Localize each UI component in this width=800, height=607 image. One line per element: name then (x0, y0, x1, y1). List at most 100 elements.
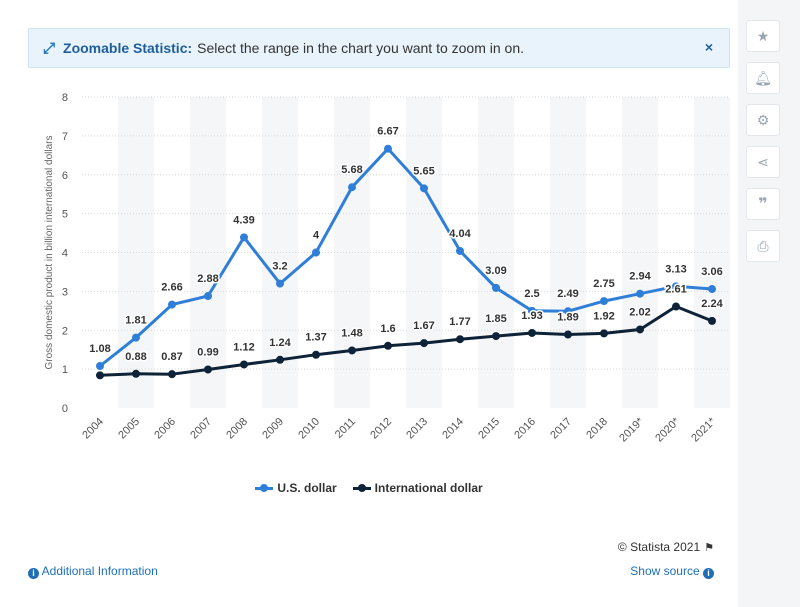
zoom-banner: ⤢ Zoomable Statistic: Select the range i… (28, 28, 730, 68)
data-point-usd[interactable] (492, 283, 500, 292)
data-label-intl: 1.24 (269, 337, 291, 349)
share-button[interactable]: ⋖ (746, 146, 780, 178)
data-point-usd[interactable] (600, 297, 608, 306)
y-tick-label: 6 (62, 170, 68, 182)
data-point-usd[interactable] (636, 289, 644, 298)
y-tick-label: 4 (62, 248, 68, 260)
data-point-usd[interactable] (456, 246, 464, 255)
y-tick-label: 8 (62, 92, 68, 104)
statista-credit[interactable]: © Statista 2021 ⚑ (618, 540, 714, 554)
data-point-intl[interactable] (348, 346, 356, 355)
x-tick-label: 2006 (152, 416, 178, 442)
y-tick-label: 0 (62, 403, 68, 415)
data-point-usd[interactable] (528, 306, 536, 315)
data-label-usd: 5.65 (413, 165, 434, 177)
x-tick-label: 2016 (512, 416, 538, 442)
data-point-usd[interactable] (348, 183, 356, 192)
data-label-intl: 1.67 (413, 320, 434, 332)
share-icon: ⋖ (757, 153, 769, 170)
data-point-intl[interactable] (96, 371, 104, 380)
y-axis-title: Gross domestic product in billion intern… (44, 135, 55, 369)
data-point-intl[interactable] (564, 330, 572, 339)
data-label-usd: 1.08 (89, 343, 110, 355)
y-tick-label: 3 (62, 286, 68, 298)
legend-label-intl: International dollar (374, 481, 483, 495)
star-icon: ★ (756, 27, 770, 44)
data-label-usd: 5.68 (341, 164, 362, 176)
x-tick-label: 2018 (584, 416, 610, 442)
show-source-link[interactable]: Show source i (630, 564, 714, 579)
x-tick-label: 2014 (440, 416, 466, 442)
data-point-usd[interactable] (96, 362, 104, 371)
favorite-button[interactable]: ★ (746, 20, 780, 52)
legend-item-intl[interactable]: International dollar (352, 481, 483, 495)
x-tick-label: 2013 (404, 416, 430, 442)
x-tick-label: 2012 (368, 416, 394, 442)
data-label-usd: 2.88 (197, 273, 218, 285)
data-label-usd: 2.49 (557, 288, 578, 300)
data-point-intl[interactable] (456, 335, 464, 344)
data-point-usd[interactable] (132, 333, 140, 342)
data-point-usd[interactable] (672, 282, 680, 291)
banner-label: Zoomable Statistic: (63, 40, 193, 56)
notification-button[interactable]: 🔔︎ (746, 62, 780, 94)
data-point-intl[interactable] (636, 325, 644, 334)
print-button[interactable]: ⎙ (746, 230, 780, 262)
data-label-usd: 4.04 (449, 228, 471, 240)
x-tick-label: 2004 (80, 416, 106, 442)
data-label-usd: 1.81 (125, 315, 146, 327)
data-label-usd: 3.2 (272, 261, 287, 273)
show-source-label: Show source (630, 564, 700, 578)
data-point-intl[interactable] (132, 369, 140, 378)
data-label-usd: 2.5 (524, 288, 539, 300)
data-point-usd[interactable] (564, 307, 572, 316)
data-label-intl: 0.88 (125, 351, 146, 363)
data-label-usd: 3.09 (485, 265, 506, 277)
data-point-intl[interactable] (312, 350, 320, 359)
cite-button[interactable]: ❞ (746, 188, 780, 220)
data-label-intl: 1.92 (593, 310, 614, 322)
data-point-intl[interactable] (168, 370, 176, 379)
x-tick-label: 2020* (653, 415, 682, 444)
data-point-intl[interactable] (672, 302, 680, 311)
line-chart[interactable]: 0 1 2 3 4 5 6 7 8 Gross domestic product in billi… (0, 80, 738, 470)
settings-button[interactable]: ⚙ (746, 104, 780, 136)
data-label-intl: 1.37 (305, 332, 326, 344)
data-point-intl[interactable] (708, 316, 716, 325)
data-label-usd: 2.66 (161, 282, 182, 294)
data-point-intl[interactable] (276, 355, 284, 364)
data-label-usd: 4 (313, 230, 320, 242)
legend-swatch-intl (352, 483, 371, 493)
data-point-usd[interactable] (384, 144, 392, 153)
x-tick-label: 2011 (333, 416, 358, 441)
legend-item-usd[interactable]: U.S. dollar (255, 481, 337, 495)
data-point-intl[interactable] (492, 332, 500, 341)
data-point-usd[interactable] (312, 248, 320, 257)
additional-info-link[interactable]: i Additional Information (28, 564, 158, 579)
series-line-usd (99, 147, 713, 368)
y-tick-label: 5 (62, 209, 68, 221)
data-point-intl[interactable] (204, 365, 212, 374)
close-icon[interactable]: × (704, 39, 713, 55)
data-label-usd: 6.67 (377, 126, 398, 138)
x-tick-label: 2008 (224, 416, 250, 442)
credit-text: © Statista 2021 (617, 540, 701, 554)
banner-text: Select the range in the chart you want t… (197, 40, 525, 56)
data-point-usd[interactable] (708, 285, 716, 294)
data-point-usd[interactable] (168, 300, 176, 309)
data-point-usd[interactable] (240, 233, 248, 242)
data-point-usd[interactable] (204, 292, 212, 301)
flag-icon[interactable]: ⚑ (704, 542, 714, 554)
data-point-usd[interactable] (420, 184, 428, 193)
data-label-intl: 1.48 (341, 327, 362, 339)
data-label-usd: 3.06 (701, 266, 722, 278)
data-label-usd: 3.13 (665, 263, 686, 275)
data-point-usd[interactable] (276, 279, 284, 288)
data-point-intl[interactable] (240, 360, 248, 369)
data-point-intl[interactable] (384, 341, 392, 350)
data-point-intl[interactable] (420, 339, 428, 348)
data-point-intl[interactable] (528, 328, 536, 337)
data-label-intl: 0.87 (161, 351, 182, 363)
data-point-intl[interactable] (600, 329, 608, 338)
x-tick-label: 2017 (548, 416, 574, 442)
